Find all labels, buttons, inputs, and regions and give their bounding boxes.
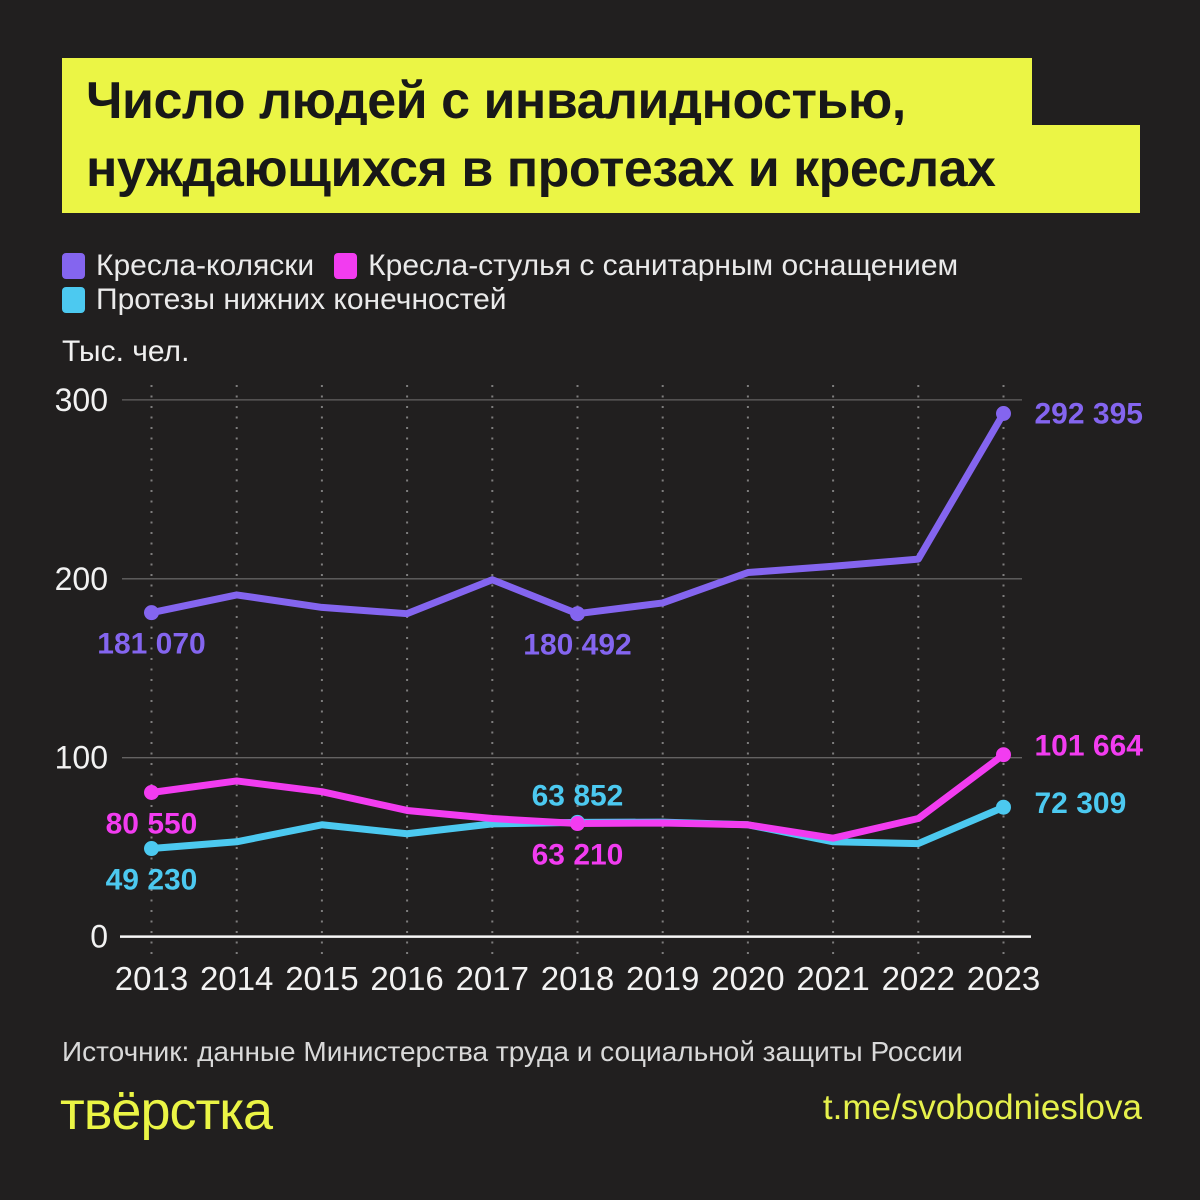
legend-item-0: Кресла-коляски [62, 251, 314, 281]
data-point-0-2023 [996, 406, 1011, 422]
x-tick-label-2023: 2023 [967, 960, 1040, 997]
x-tick-label-2014: 2014 [200, 960, 273, 997]
title-block-line2: нуждающихся в протезах и креслах [62, 125, 1140, 213]
x-tick-label-2020: 2020 [711, 960, 784, 997]
series-line-0 [148, 410, 1007, 618]
value-label-1-2023: 72 309 [1035, 787, 1127, 820]
source-note: Источник: данные Министерства труда и со… [62, 1036, 963, 1067]
value-label-2-2013: 80 550 [106, 807, 198, 840]
legend-label-0: Кресла-коляски [96, 249, 315, 282]
data-point-1-2013 [144, 841, 159, 857]
data-point-1-2023 [996, 799, 1011, 815]
value-label-0-2013: 181 070 [97, 628, 205, 661]
legend-item-2: Протезы нижних конечностей [62, 285, 507, 315]
legend-swatch-2 [62, 287, 85, 313]
legend-label-1: Кресла-стулья с санитарным оснащением [368, 249, 959, 282]
data-point-0-2018 [570, 606, 585, 622]
data-point-2-2023 [996, 747, 1011, 763]
value-label-2-2023: 101 664 [1035, 730, 1144, 763]
value-label-0-2018: 180 492 [523, 629, 631, 662]
y-tick-label-300: 300 [55, 382, 108, 418]
legend-item-1: Кресла-стулья с санитарным оснащением [334, 251, 958, 281]
x-tick-label-2013: 2013 [115, 960, 188, 997]
x-tick-label-2022: 2022 [882, 960, 955, 997]
value-label-0-2023: 292 395 [1035, 398, 1143, 431]
y-tick-label-0: 0 [90, 919, 108, 955]
y-axis-unit-label: Тыс. чел. [62, 335, 190, 368]
legend-label-2: Протезы нижних конечностей [96, 283, 507, 316]
title-block-line1: Число людей с инвалидностью, [62, 58, 1032, 130]
y-tick-label-200: 200 [55, 561, 108, 597]
telegram-link[interactable]: t.me/svobodnieslova [822, 1088, 1142, 1127]
value-label-1-2013: 49 230 [106, 864, 198, 897]
legend-swatch-1 [334, 253, 358, 279]
x-tick-label-2018: 2018 [541, 960, 614, 997]
chart-legend: Кресла-коляски Кресла-стулья с санитарным… [62, 251, 1077, 315]
x-tick-label-2017: 2017 [456, 960, 529, 997]
value-label-1-2018: 63 852 [532, 779, 624, 812]
page-title-line1: Число людей с инвалидностью, [86, 71, 906, 130]
x-tick-label-2016: 2016 [370, 960, 443, 997]
data-point-2-2013 [144, 784, 159, 800]
x-tick-label-2015: 2015 [285, 960, 358, 997]
y-tick-label-100: 100 [55, 740, 108, 776]
data-point-0-2013 [144, 605, 159, 621]
x-tick-label-2021: 2021 [796, 960, 869, 997]
legend-swatch-0 [62, 253, 85, 279]
value-label-2-2018: 63 210 [532, 839, 624, 872]
data-point-2-2018 [570, 816, 585, 832]
x-tick-label-2019: 2019 [626, 960, 699, 997]
page-title-line2: нуждающихся в протезах и креслах [86, 140, 996, 198]
verstka-logo: твёрстка [60, 1081, 273, 1141]
